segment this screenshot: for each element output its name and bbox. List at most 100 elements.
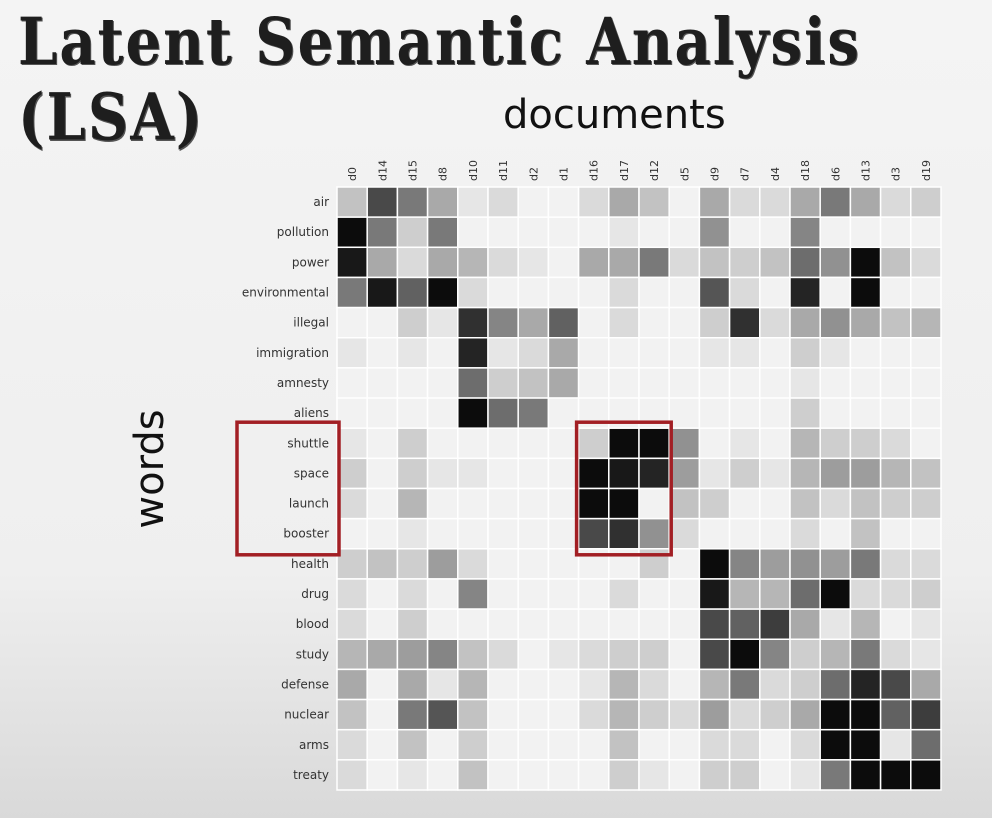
row-label-illegal: illegal — [293, 316, 329, 330]
cell-arms-d12 — [638, 728, 670, 761]
cell-study-d1 — [547, 638, 580, 671]
cell-aliens-d2 — [517, 397, 550, 429]
cell-booster-d10 — [457, 517, 489, 550]
cell-arms-d19 — [910, 728, 942, 761]
cell-amnesty-d3 — [879, 367, 912, 399]
cell-power-d13 — [849, 246, 882, 279]
cell-arms-d14 — [366, 728, 399, 761]
cell-air-d6 — [819, 186, 852, 218]
cell-shuttle-d1 — [547, 427, 580, 460]
column-label-d17: d17 — [618, 160, 631, 181]
cell-drug-d6 — [819, 578, 852, 610]
cell-study-d17 — [608, 638, 640, 671]
cell-blood-d12 — [638, 608, 670, 640]
cell-defense-d3 — [879, 668, 912, 701]
cell-power-d19 — [910, 246, 942, 279]
cell-environmental-d8 — [426, 276, 459, 309]
cell-drug-d4 — [759, 578, 791, 610]
cell-launch-d19 — [910, 487, 942, 520]
cell-arms-d10 — [457, 728, 489, 761]
cell-blood-d6 — [819, 608, 852, 640]
cell-drug-d2 — [517, 578, 550, 610]
cell-treaty-d7 — [728, 759, 761, 791]
cell-study-d9 — [698, 638, 731, 671]
cell-power-d15 — [396, 246, 429, 279]
cell-space-d10 — [457, 457, 489, 490]
cell-space-d15 — [396, 457, 429, 490]
cell-blood-d13 — [849, 608, 882, 640]
cell-power-d3 — [879, 246, 912, 279]
cell-blood-d9 — [698, 608, 731, 640]
cell-defense-d10 — [457, 668, 489, 701]
cell-illegal-d5 — [668, 306, 701, 339]
cell-blood-d18 — [789, 608, 821, 640]
cell-pollution-d12 — [638, 216, 670, 249]
row-label-shuttle: shuttle — [287, 436, 329, 450]
cell-aliens-d19 — [910, 397, 942, 429]
cell-shuttle-d5 — [668, 427, 701, 460]
cell-drug-d10 — [457, 578, 489, 610]
cell-launch-d4 — [759, 487, 791, 520]
cell-power-d17 — [608, 246, 640, 279]
cell-pollution-d13 — [849, 216, 882, 249]
cell-blood-d4 — [759, 608, 791, 640]
cell-arms-d2 — [517, 728, 550, 761]
cell-defense-d6 — [819, 668, 852, 701]
row-label-nuclear: nuclear — [284, 708, 329, 722]
cell-shuttle-d17 — [608, 427, 640, 460]
row-labels: air pollution power environmental illegal imm… — [242, 195, 329, 782]
cell-air-d17 — [608, 186, 640, 218]
row-label-study: study — [296, 647, 329, 661]
cell-health-d14 — [366, 548, 399, 580]
cell-space-d4 — [759, 457, 791, 490]
cell-environmental-d4 — [759, 276, 791, 309]
cell-health-d8 — [426, 548, 459, 580]
column-label-d6: d6 — [829, 167, 842, 181]
cell-drug-d8 — [426, 578, 459, 610]
cell-shuttle-d0 — [336, 427, 368, 460]
row-label-space: space — [294, 466, 329, 480]
cell-space-d6 — [819, 457, 852, 490]
cell-illegal-d8 — [426, 306, 459, 339]
cell-aliens-d0 — [336, 397, 368, 429]
cell-drug-d17 — [608, 578, 640, 610]
cell-booster-d18 — [789, 517, 821, 550]
cell-health-d10 — [457, 548, 489, 580]
cell-amnesty-d4 — [759, 367, 791, 399]
cell-study-d15 — [396, 638, 429, 671]
row-label-arms: arms — [299, 738, 329, 752]
cell-air-d16 — [577, 186, 610, 218]
cell-health-d5 — [668, 548, 701, 580]
cell-defense-d11 — [487, 668, 519, 701]
cell-booster-d14 — [366, 517, 399, 550]
cell-launch-d15 — [396, 487, 429, 520]
cell-study-d4 — [759, 638, 791, 671]
cell-arms-d8 — [426, 728, 459, 761]
column-label-d12: d12 — [648, 160, 661, 181]
cell-nuclear-d9 — [698, 698, 731, 731]
cell-treaty-d13 — [849, 759, 882, 791]
cell-pollution-d9 — [698, 216, 731, 249]
highlight-box-documents — [574, 420, 673, 557]
cell-treaty-d19 — [910, 759, 942, 791]
cell-arms-d13 — [849, 728, 882, 761]
cell-space-d12 — [638, 457, 670, 490]
cell-pollution-d11 — [487, 216, 519, 249]
cell-arms-d9 — [698, 728, 731, 761]
cell-immigration-d13 — [849, 337, 882, 369]
cell-booster-d3 — [879, 517, 912, 550]
cell-air-d8 — [426, 186, 459, 218]
column-label-d9: d9 — [709, 167, 722, 181]
cell-space-d2 — [517, 457, 550, 490]
cell-defense-d0 — [336, 668, 368, 701]
cell-launch-d12 — [638, 487, 670, 520]
cell-space-d11 — [487, 457, 519, 490]
cell-environmental-d9 — [698, 276, 731, 309]
cell-illegal-d17 — [608, 306, 640, 339]
cell-health-d15 — [396, 548, 429, 580]
cell-arms-d11 — [487, 728, 519, 761]
cell-air-d9 — [698, 186, 731, 218]
cell-power-d2 — [517, 246, 550, 279]
cell-power-d11 — [487, 246, 519, 279]
cell-pollution-d8 — [426, 216, 459, 249]
